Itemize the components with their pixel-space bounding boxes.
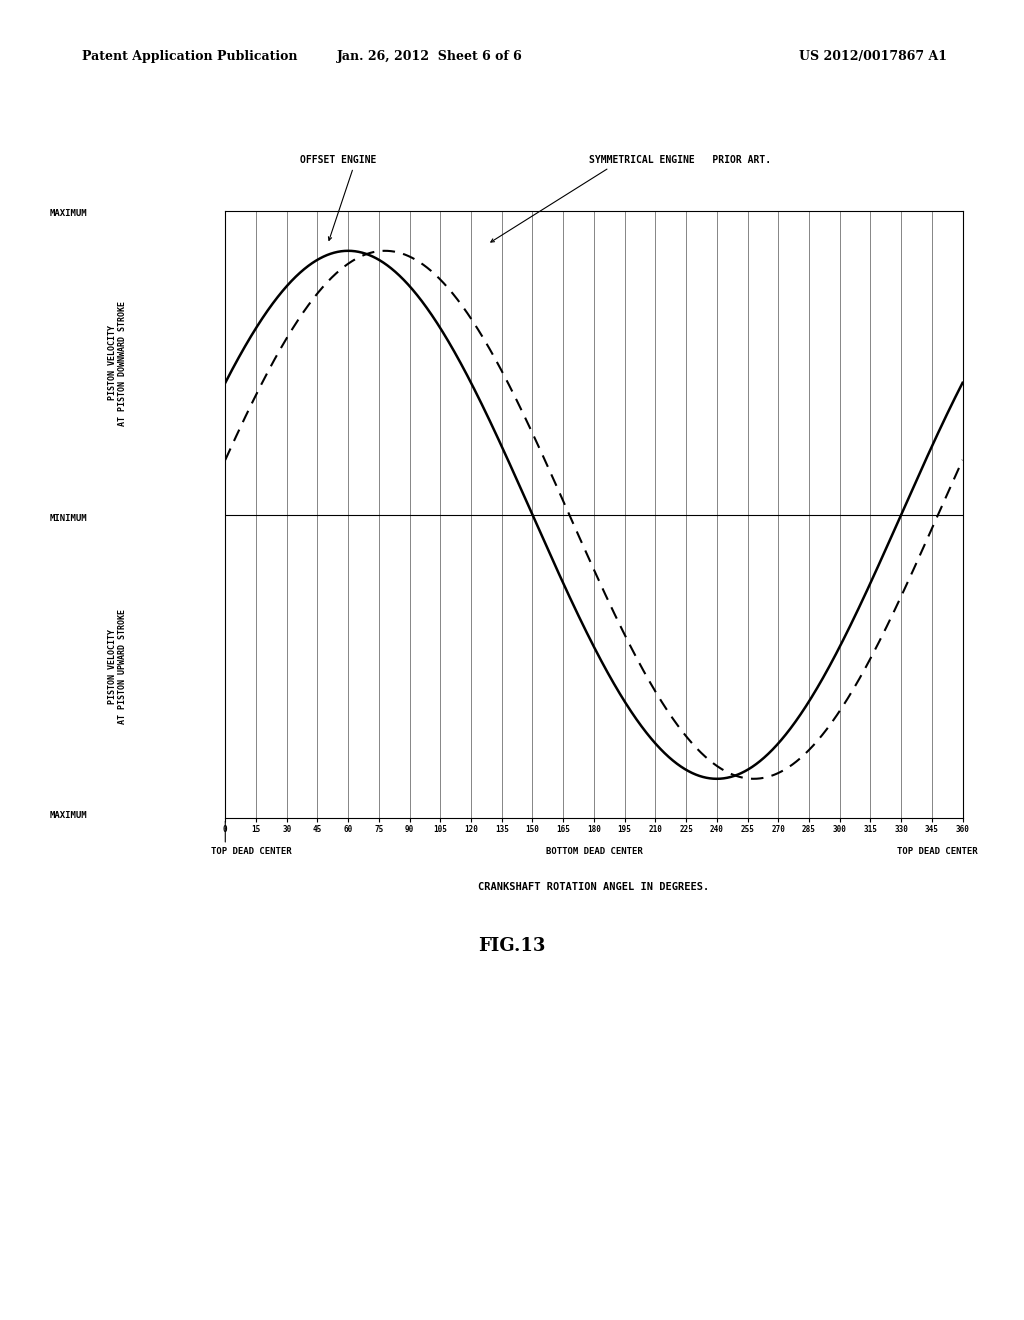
Symmetrical Engine <box>425 263 437 279</box>
Offset Engine <box>711 771 723 787</box>
Text: FIG.13: FIG.13 <box>478 937 546 956</box>
Offset Engine <box>377 255 389 271</box>
Offset Engine <box>342 243 354 259</box>
Text: Jan. 26, 2012  Sheet 6 of 6: Jan. 26, 2012 Sheet 6 of 6 <box>337 50 523 63</box>
Text: CRANKSHAFT ROTATION ANGEL IN DEGREES.: CRANKSHAFT ROTATION ANGEL IN DEGREES. <box>478 882 710 892</box>
Text: MAXIMUM: MAXIMUM <box>49 812 87 820</box>
Offset Engine <box>678 760 690 776</box>
Offset Engine <box>956 375 969 391</box>
Symmetrical Engine <box>956 453 969 469</box>
Offset Engine <box>887 525 899 541</box>
Symmetrical Engine <box>748 771 760 787</box>
Offset Engine <box>666 751 678 767</box>
Symmetrical Engine <box>379 243 391 259</box>
Line: Symmetrical Engine: Symmetrical Engine <box>225 251 963 779</box>
Text: TOP DEAD CENTER: TOP DEAD CENTER <box>211 847 291 857</box>
Text: MINIMUM: MINIMUM <box>49 515 87 523</box>
Line: Offset Engine: Offset Engine <box>225 251 963 779</box>
Text: MAXIMUM: MAXIMUM <box>49 210 87 218</box>
Offset Engine <box>219 375 231 391</box>
Symmetrical Engine <box>887 606 899 622</box>
Symmetrical Engine <box>666 709 678 725</box>
Text: TOP DEAD CENTER: TOP DEAD CENTER <box>897 847 977 857</box>
Symmetrical Engine <box>956 451 969 467</box>
Text: SYMMETRICAL ENGINE   PRIOR ART.: SYMMETRICAL ENGINE PRIOR ART. <box>589 154 771 165</box>
Text: US 2012/0017867 A1: US 2012/0017867 A1 <box>799 50 947 63</box>
Text: BOTTOM DEAD CENTER: BOTTOM DEAD CENTER <box>546 847 642 857</box>
Text: OFFSET ENGINE: OFFSET ENGINE <box>300 154 376 165</box>
Symmetrical Engine <box>219 451 231 467</box>
Text: PISTON VELOCITY
AT PISTON UPWARD STROKE: PISTON VELOCITY AT PISTON UPWARD STROKE <box>109 609 127 725</box>
Symmetrical Engine <box>678 726 690 742</box>
Offset Engine <box>956 375 969 391</box>
Text: Patent Application Publication: Patent Application Publication <box>82 50 297 63</box>
Symmetrical Engine <box>377 243 389 259</box>
Text: PISTON VELOCITY
AT PISTON DOWNWARD STROKE: PISTON VELOCITY AT PISTON DOWNWARD STROK… <box>109 301 127 425</box>
Offset Engine <box>425 306 437 322</box>
